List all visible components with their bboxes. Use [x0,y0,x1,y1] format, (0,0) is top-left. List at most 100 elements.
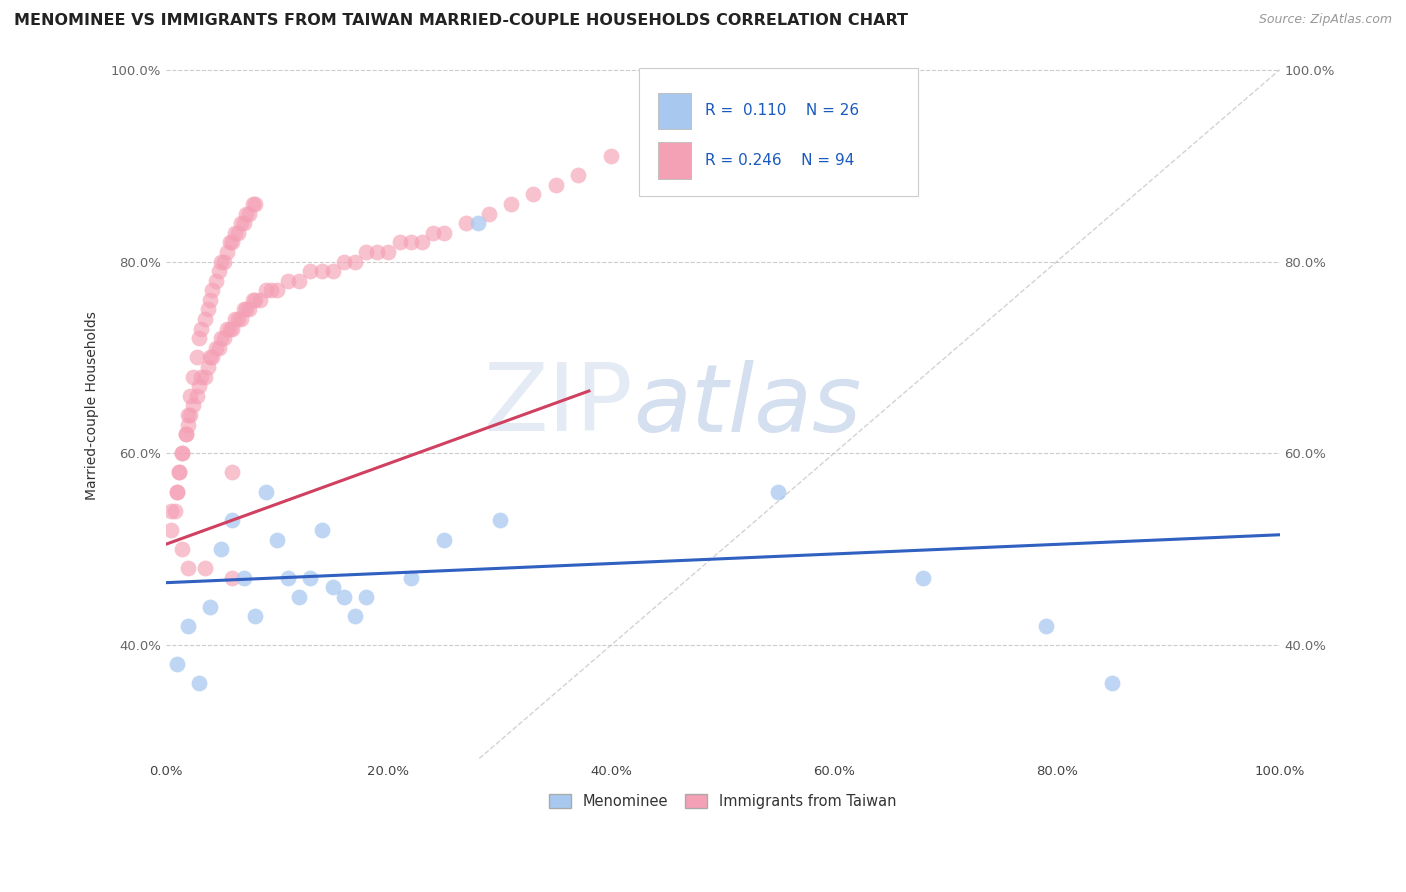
FancyBboxPatch shape [640,69,918,196]
Point [226,312,249,326]
Point [215,321,238,335]
FancyBboxPatch shape [658,93,692,129]
Point [235,302,257,317]
Point [354,590,377,604]
Point [354,244,377,259]
Text: ZIP: ZIP [484,359,634,451]
Point [488,513,510,527]
Point [768,484,790,499]
Text: R =  0.110    N = 26: R = 0.110 N = 26 [704,103,859,119]
Point [232,216,254,230]
Point [221,466,243,480]
Point [186,351,208,365]
Point [242,293,264,307]
Point [231,312,253,326]
Point [711,111,734,125]
Text: R = 0.246    N = 94: R = 0.246 N = 94 [704,153,853,168]
Point [311,523,333,537]
Point [254,283,277,297]
Point [224,226,246,240]
Point [190,369,212,384]
Point [177,619,200,633]
Point [219,235,242,250]
Point [242,197,264,211]
Point [197,302,219,317]
Point [194,312,217,326]
Point [433,533,456,547]
Point [232,302,254,317]
Point [343,254,366,268]
Point [208,341,231,355]
Point [912,571,935,585]
Point [322,581,344,595]
Point [277,274,299,288]
Point [433,226,456,240]
Point [333,590,356,604]
Point [456,216,478,230]
Point [183,398,205,412]
Point [522,187,544,202]
Point [478,207,501,221]
Point [160,504,183,518]
Point [177,408,200,422]
Point [567,169,589,183]
FancyBboxPatch shape [658,142,692,179]
Point [388,235,411,250]
Point [174,427,197,442]
Point [288,590,311,604]
Point [200,351,222,365]
Text: atlas: atlas [634,359,862,450]
Point [221,235,243,250]
Point [232,571,254,585]
Point [600,149,623,163]
Point [177,561,200,575]
Point [377,244,399,259]
Point [209,542,232,557]
Point [243,609,266,624]
Point [277,571,299,585]
Point [1101,676,1123,690]
Point [200,293,222,307]
Point [212,254,235,268]
Point [201,351,224,365]
Point [208,264,231,278]
Point [366,244,388,259]
Point [204,341,226,355]
Point [422,226,444,240]
Point [221,513,243,527]
Point [204,274,226,288]
Point [172,542,194,557]
Point [343,609,366,624]
Point [163,504,186,518]
Point [167,466,190,480]
Point [188,379,211,393]
Point [188,331,211,345]
Point [179,408,201,422]
Point [166,484,188,499]
Point [226,226,249,240]
Point [322,264,344,278]
Point [186,389,208,403]
Point [188,676,211,690]
Point [201,283,224,297]
Point [311,264,333,278]
Point [243,293,266,307]
Text: Source: ZipAtlas.com: Source: ZipAtlas.com [1258,13,1392,27]
Point [299,571,322,585]
Point [219,321,242,335]
Point [299,264,322,278]
Point [160,523,183,537]
Point [235,207,257,221]
Point [399,235,422,250]
Point [209,254,232,268]
Point [197,359,219,374]
Point [231,216,253,230]
Point [266,283,288,297]
Point [194,561,217,575]
Text: MENOMINEE VS IMMIGRANTS FROM TAIWAN MARRIED-COUPLE HOUSEHOLDS CORRELATION CHART: MENOMINEE VS IMMIGRANTS FROM TAIWAN MARR… [14,13,908,29]
Point [221,321,243,335]
Point [260,283,283,297]
Point [194,369,217,384]
Point [249,293,271,307]
Point [224,312,246,326]
